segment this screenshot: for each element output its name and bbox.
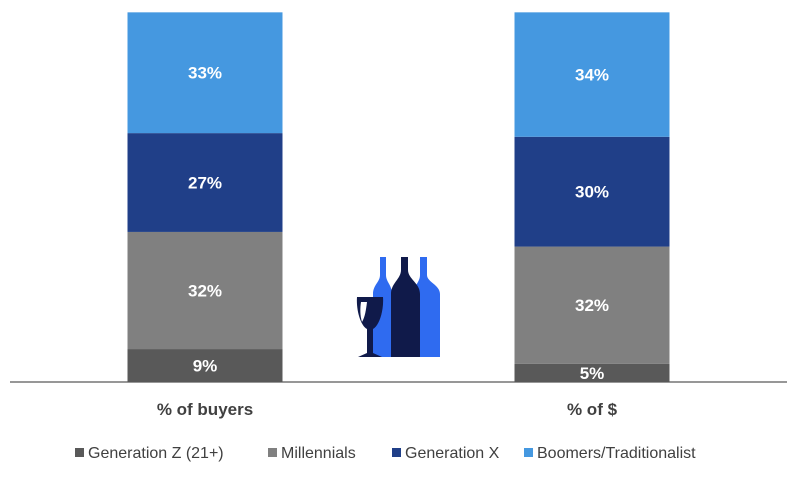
data-label-boomers-traditionalist-2: 34% <box>575 66 609 85</box>
legend-label-millennials: Millennials <box>281 445 356 462</box>
data-label-generation-z-21-2: 5% <box>580 364 605 383</box>
legend-label-generation-z-21: Generation Z (21+) <box>88 445 224 462</box>
bar-segment-millennials-2 <box>514 246 670 364</box>
category-label-1: % of buyers <box>157 400 253 419</box>
bars-layer: 9% 32% 27% 33% 5% 32% 30% 34% <box>127 12 670 383</box>
data-label-millennials-2: 32% <box>575 296 609 315</box>
data-label-millennials-1: 32% <box>188 282 222 301</box>
legend-label-boomers-traditionalist: Boomers/Traditionalist <box>537 445 696 462</box>
bar-segment-generation-x-1 <box>127 133 283 232</box>
legend-swatch-generation-x <box>392 448 401 457</box>
bar-segment-millennials-1 <box>127 231 283 350</box>
legend-swatch-generation-z-21 <box>75 448 84 457</box>
bottle-right <box>414 257 440 357</box>
bottle-center <box>391 257 420 357</box>
category-label-2: % of $ <box>567 400 618 419</box>
legend-swatch-millennials <box>268 448 277 457</box>
wine-glass-highlight <box>360 302 367 322</box>
bar-segment-boomers-traditionalist-1 <box>127 12 283 134</box>
data-label-generation-x-2: 30% <box>575 183 609 202</box>
legend-label-generation-x: Generation X <box>405 445 500 462</box>
legend-swatch-boomers-traditionalist <box>524 448 533 457</box>
legend: Generation Z (21+) Millennials Generation … <box>75 445 696 462</box>
data-label-boomers-traditionalist-1: 33% <box>188 64 222 83</box>
bar-segment-generation-x-2 <box>514 136 670 247</box>
bar-segment-generation-z-21-1 <box>127 349 283 382</box>
bar-segment-generation-z-21-2 <box>514 363 670 382</box>
wine-glass-and-bottles-icon <box>356 257 440 357</box>
data-label-generation-x-1: 27% <box>188 174 222 193</box>
data-label-generation-z-21-1: 9% <box>193 357 218 376</box>
bar-segment-boomers-traditionalist-2 <box>514 12 670 137</box>
category-labels: % of buyers % of $ <box>157 400 618 419</box>
